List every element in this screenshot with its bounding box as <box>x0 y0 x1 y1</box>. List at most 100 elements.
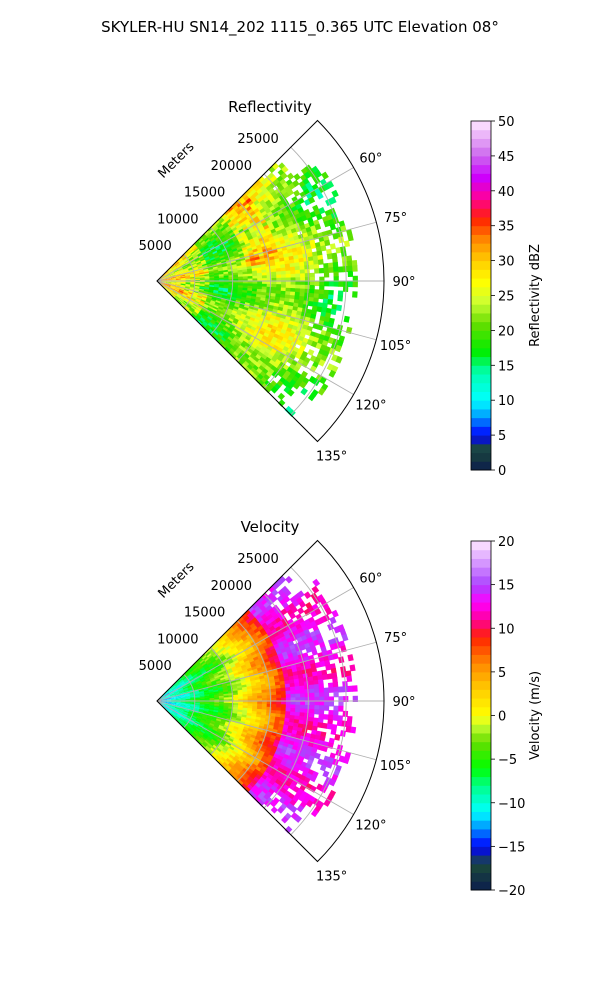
field-cell <box>203 724 209 729</box>
field-cell <box>326 761 333 769</box>
field-cell <box>238 748 245 755</box>
field-cell <box>191 252 197 257</box>
colorbar-segment <box>471 374 491 384</box>
field-cell <box>316 670 323 677</box>
field-cell <box>164 707 169 711</box>
field-cell <box>251 633 258 640</box>
field-cell <box>247 703 253 707</box>
field-cell <box>211 238 217 244</box>
field-cell <box>219 723 225 728</box>
field-cell <box>172 266 177 270</box>
field-cell <box>160 694 166 699</box>
colorbar-segment <box>471 645 491 655</box>
field-cell <box>193 266 199 270</box>
field-cell <box>238 631 245 638</box>
field-cell <box>303 681 310 687</box>
field-cell <box>242 668 249 674</box>
field-cell <box>294 288 301 294</box>
field-cell <box>164 691 169 695</box>
field-cell <box>236 750 243 757</box>
field-cell <box>207 234 214 240</box>
field-cell <box>316 191 324 200</box>
colorbar-segment <box>471 208 491 218</box>
field-cell <box>262 374 270 381</box>
field-cell <box>323 691 330 698</box>
field-cell <box>294 715 300 721</box>
field-cell <box>243 306 249 312</box>
field-cell <box>193 311 199 316</box>
field-cell <box>220 719 227 724</box>
field-cell <box>323 687 330 694</box>
field-cell <box>209 312 216 317</box>
field-cell <box>190 306 196 311</box>
field-cell <box>190 726 196 731</box>
colorbar-segment <box>471 286 491 296</box>
field-cell <box>332 677 338 684</box>
field-cell <box>249 648 256 654</box>
field-cell <box>193 711 199 715</box>
field-cell <box>211 261 217 266</box>
field-cell <box>213 253 220 258</box>
field-cell <box>217 651 224 657</box>
field-cell <box>232 657 239 663</box>
field-cell <box>190 703 196 706</box>
field-cell <box>164 272 169 276</box>
field-cell <box>238 328 245 335</box>
field-cell <box>180 284 186 287</box>
field-cell <box>190 307 196 312</box>
field-cell <box>329 243 336 250</box>
field-cell <box>299 712 305 718</box>
field-cell <box>203 688 209 692</box>
field-cell <box>207 714 213 718</box>
field-cell <box>171 277 177 280</box>
field-cell <box>167 687 172 692</box>
field-cell <box>191 725 197 730</box>
azimuth-tick-label: 120° <box>355 399 386 414</box>
field-cell <box>166 697 172 700</box>
field-cell <box>245 662 252 668</box>
field-cell <box>234 342 241 348</box>
field-cell <box>221 633 227 639</box>
field-cell <box>218 332 225 338</box>
field-cell <box>178 267 184 271</box>
field-cell <box>231 655 238 661</box>
field-cell <box>286 172 295 180</box>
field-cell <box>260 757 267 764</box>
field-cell <box>236 322 243 328</box>
colorbar-segment <box>471 811 491 821</box>
field-cell <box>203 303 210 308</box>
field-cell <box>205 658 211 664</box>
field-cell <box>168 269 173 273</box>
field-cell <box>300 281 306 286</box>
field-cell <box>320 245 327 252</box>
field-cell <box>170 286 176 290</box>
field-cell <box>188 290 195 294</box>
field-cell <box>204 732 210 737</box>
field-cell <box>265 371 273 378</box>
field-cell <box>186 724 192 729</box>
field-cell <box>205 299 211 304</box>
field-cell <box>206 669 213 674</box>
field-cell <box>196 305 203 311</box>
field-cell <box>180 284 186 286</box>
colorbar-segment <box>471 689 491 699</box>
field-cell <box>227 206 234 213</box>
field-cell <box>227 739 233 745</box>
field-cell <box>228 334 235 340</box>
field-cell <box>314 701 320 707</box>
field-cell <box>165 695 171 698</box>
field-cell <box>217 753 223 760</box>
colorbar-segment <box>471 584 491 594</box>
field-cell <box>172 711 178 716</box>
field-cell <box>171 282 177 284</box>
field-cell <box>211 248 218 254</box>
field-cell <box>303 591 312 600</box>
field-cell <box>168 289 173 294</box>
field-cell <box>285 690 291 695</box>
field-cell <box>170 274 176 277</box>
field-cell <box>164 706 170 710</box>
field-cell <box>215 720 221 724</box>
field-cell <box>180 702 186 705</box>
field-cell <box>204 287 210 290</box>
field-cell <box>165 275 171 278</box>
